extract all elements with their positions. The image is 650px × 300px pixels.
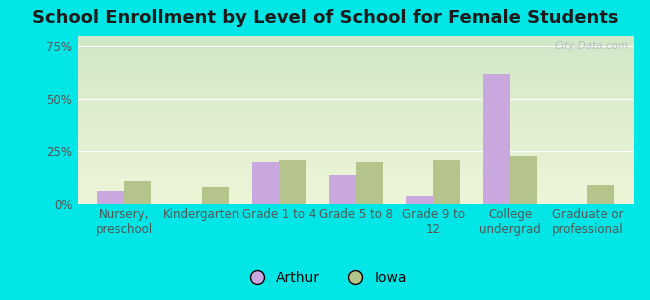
Bar: [279, 160, 306, 204]
Text: City-Data.com: City-Data.com: [554, 41, 628, 51]
Bar: [406, 196, 433, 204]
Bar: [124, 181, 151, 204]
Bar: [510, 156, 538, 204]
Bar: [202, 187, 229, 204]
Bar: [98, 191, 124, 204]
Bar: [252, 162, 279, 204]
Bar: [329, 175, 356, 204]
Bar: [588, 185, 614, 204]
Bar: [433, 160, 460, 204]
Legend: Arthur, Iowa: Arthur, Iowa: [237, 265, 413, 290]
Text: School Enrollment by Level of School for Female Students: School Enrollment by Level of School for…: [32, 9, 618, 27]
Bar: [356, 162, 383, 204]
Bar: [483, 74, 510, 204]
